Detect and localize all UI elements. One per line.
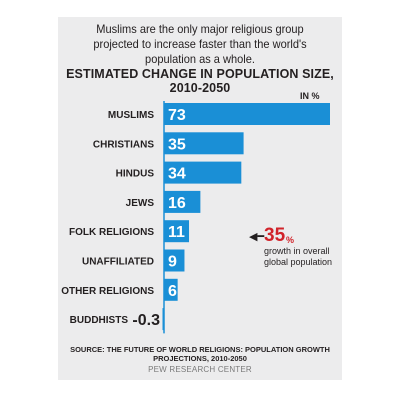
source-note: SOURCE: THE FUTURE OF WORLD RELIGIONS: P…	[70, 345, 330, 363]
category-label: CHRISTIANS	[93, 139, 154, 150]
value-label: 11	[168, 224, 185, 241]
annotation-percent: %	[286, 235, 295, 245]
category-label: BUDDHISTS	[70, 315, 129, 326]
annotation-value: 35	[264, 225, 286, 246]
value-label: 6	[168, 283, 177, 300]
bar	[164, 220, 190, 243]
credit-note: PEW RESEARCH CENTER	[148, 365, 252, 374]
intro-text: Muslims are the only major religious gro…	[93, 22, 307, 66]
value-label: -0.3	[132, 312, 160, 329]
bar	[162, 308, 164, 331]
category-label: UNAFFILIATED	[82, 257, 154, 268]
value-label: 9	[168, 254, 177, 271]
chart-title: ESTIMATED CHANGE IN POPULATION SIZE, 201…	[66, 67, 334, 95]
category-label: FOLK RELIGIONS	[69, 227, 154, 238]
value-label: 16	[168, 195, 186, 212]
bar	[164, 190, 201, 213]
unit-label: IN %	[300, 91, 320, 101]
bar	[164, 161, 242, 184]
bar	[164, 249, 185, 272]
bar	[164, 132, 244, 155]
value-label: 35	[168, 136, 186, 153]
category-label: JEWS	[126, 198, 155, 209]
value-label: 34	[168, 166, 186, 183]
annotation-text: growth in overall global population	[264, 246, 333, 267]
bar	[164, 278, 178, 301]
value-label: 73	[168, 107, 186, 124]
category-label: OTHER RELIGIONS	[61, 286, 154, 297]
category-label: MUSLIMS	[108, 110, 154, 121]
category-label: HINDUS	[116, 169, 155, 180]
arrow-left-icon: ◀━	[249, 231, 265, 243]
bar	[164, 103, 330, 125]
